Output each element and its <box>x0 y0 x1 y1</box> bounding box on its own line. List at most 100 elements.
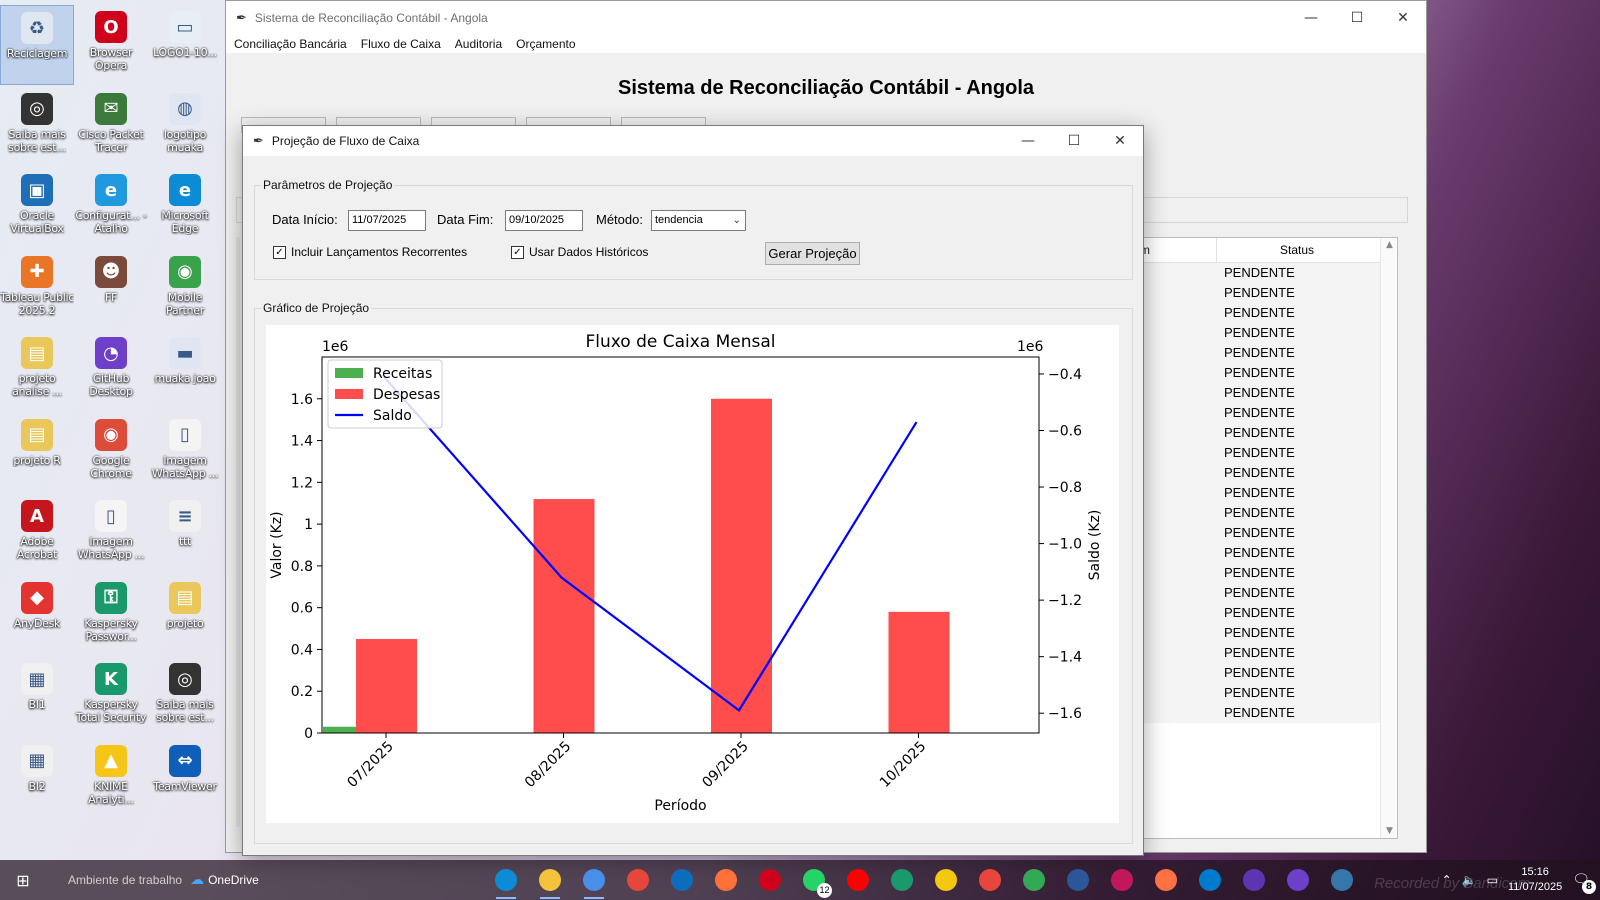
whatsapp-icon[interactable]: 12 <box>798 864 832 898</box>
desktop-icon[interactable]: ▲ KNIME Analyti... <box>74 739 148 819</box>
dialog-minimize-button[interactable]: — <box>1021 133 1035 149</box>
desktop-icon[interactable]: ▤ projeto <box>148 576 222 656</box>
youtube-icon[interactable] <box>842 864 874 896</box>
chrome-profile-icon[interactable] <box>1150 864 1182 896</box>
table-row[interactable]: PENDENTE <box>1117 483 1382 503</box>
scroll-up-icon[interactable]: ▲ <box>1386 240 1393 250</box>
table-row[interactable]: PENDENTE <box>1117 383 1382 403</box>
outlook-icon[interactable] <box>666 864 698 896</box>
opera-icon[interactable] <box>754 864 786 896</box>
menu-conciliacao[interactable]: Conciliação Bancária <box>234 37 347 51</box>
dialog-maximize-button[interactable]: ☐ <box>1067 133 1081 149</box>
desktop-icon[interactable]: ✉ Cisco Packet Tracer <box>74 87 148 167</box>
recurring-checkbox[interactable]: ✓ Incluir Lançamentos Recorrentes <box>273 245 467 259</box>
column-header-status[interactable]: Status <box>1279 243 1315 257</box>
chrome-profile-icon[interactable] <box>974 864 1006 896</box>
method-select[interactable]: tendencia ⌄ <box>651 210 746 231</box>
minimize-button[interactable]: — <box>1304 10 1318 26</box>
desktop-icon[interactable]: ◉ Google Chrome <box>74 413 148 493</box>
table-row[interactable]: PENDENTE <box>1117 423 1382 443</box>
desktop-icon[interactable]: ◎ Saiba mais sobre est... <box>0 87 74 167</box>
word-icon[interactable] <box>1062 864 1094 896</box>
historic-checkbox[interactable]: ✓ Usar Dados Históricos <box>511 245 648 259</box>
desktop-icon[interactable]: ▤ projeto analise ... <box>0 331 74 411</box>
desktop-icon[interactable]: ≡ ttt <box>148 494 222 574</box>
chrome-profile-icon[interactable] <box>1106 864 1138 896</box>
python-icon[interactable] <box>1326 864 1358 896</box>
checkbox-checked-icon[interactable]: ✓ <box>511 245 524 259</box>
firefox-icon[interactable] <box>710 864 742 896</box>
table-row[interactable]: PENDENTE <box>1117 603 1382 623</box>
desktop-icon[interactable]: ◉ Mobile Partner <box>148 250 222 330</box>
github-desktop-icon[interactable] <box>1282 864 1314 896</box>
desktop-icon[interactable]: ▯ Imagem WhatsApp ... <box>148 413 222 493</box>
table-scrollbar[interactable]: ▲ ▼ <box>1380 238 1397 838</box>
desktop-icon[interactable]: O Browser Opera <box>74 5 148 85</box>
table-row[interactable]: PENDENTE <box>1117 303 1382 323</box>
desktop-icon[interactable]: ⇔ TeamViewer <box>148 739 222 819</box>
chrome-profile-icon[interactable] <box>1238 864 1270 896</box>
notifications-icon[interactable]: 🗨 8 <box>1572 872 1596 894</box>
table-row[interactable]: PENDENTE <box>1117 663 1382 683</box>
desktop-icon[interactable]: ▤ projeto R <box>0 413 74 493</box>
table-row[interactable]: PENDENTE <box>1117 623 1382 643</box>
desktop-icon[interactable]: ▬ muaka joao <box>148 331 222 411</box>
desktop-icon[interactable]: ◎ Saiba mais sobre est... <box>148 657 222 737</box>
desktop-icon[interactable]: ⚿ Kaspersky Passwor... <box>74 576 148 656</box>
table-row[interactable]: PENDENTE <box>1117 703 1382 723</box>
desktop-icon[interactable]: ✚ Tableau Public 2025.2 <box>0 250 74 330</box>
table-row[interactable]: PENDENTE <box>1117 523 1382 543</box>
volume-icon[interactable]: 🔈 <box>1461 873 1477 887</box>
end-date-field[interactable]: 09/10/2025 <box>505 210 583 231</box>
desktop-icon[interactable]: ◆ AnyDesk <box>0 576 74 656</box>
generate-projection-button[interactable]: Gerar Projeção <box>765 242 860 265</box>
menu-fluxo-caixa[interactable]: Fluxo de Caixa <box>360 37 441 51</box>
table-row[interactable]: PENDENTE <box>1117 583 1382 603</box>
menu-auditoria[interactable]: Auditoria <box>454 37 503 51</box>
onedrive-toolbar[interactable]: ☁ OneDrive <box>190 872 259 888</box>
desktop-icon[interactable]: ♻ Reciclagem <box>0 5 74 85</box>
table-row[interactable]: PENDENTE <box>1117 563 1382 583</box>
dialog-titlebar[interactable]: ✒ Projeção de Fluxo de Caixa — ☐ ✕ <box>243 126 1143 156</box>
desktop-icon[interactable]: ▯ Imagem WhatsApp ... <box>74 494 148 574</box>
desktop-icon[interactable]: K Kaspersky Total Security <box>74 657 148 737</box>
desktop-icon[interactable]: ◍ logotipo muaka <box>148 87 222 167</box>
table-row[interactable]: PENDENTE <box>1117 643 1382 663</box>
chrome-profile-icon[interactable] <box>1018 864 1050 896</box>
vscode-icon[interactable] <box>1194 864 1226 896</box>
edge-icon[interactable] <box>490 864 522 899</box>
chevron-up-icon[interactable]: ⌃ <box>1441 873 1452 887</box>
desktop-icon[interactable]: e Microsoft Edge <box>148 168 222 248</box>
desktop-toolbar-label[interactable]: Ambiente de trabalho <box>68 873 183 887</box>
desktop-icon[interactable]: ☻ FF <box>74 250 148 330</box>
maximize-button[interactable]: ☐ <box>1350 10 1364 26</box>
file-explorer-icon[interactable] <box>534 864 566 899</box>
store-icon[interactable] <box>578 864 610 899</box>
desktop-icon[interactable]: A Adobe Acrobat <box>0 494 74 574</box>
table-row[interactable]: PENDENTE <box>1117 283 1382 303</box>
desktop-icon[interactable]: ▭ LOGO1-10... <box>148 5 222 85</box>
table-row[interactable]: PENDENTE <box>1117 503 1382 523</box>
table-row[interactable]: PENDENTE <box>1117 323 1382 343</box>
clock[interactable]: 15:16 11/07/2025 <box>1508 865 1562 895</box>
table-row[interactable]: PENDENTE <box>1117 463 1382 483</box>
table-row[interactable]: PENDENTE <box>1117 683 1382 703</box>
dialog-close-button[interactable]: ✕ <box>1114 133 1126 149</box>
menu-orcamento[interactable]: Orçamento <box>516 37 576 51</box>
table-row[interactable]: PENDENTE <box>1117 343 1382 363</box>
table-row[interactable]: PENDENTE <box>1117 543 1382 563</box>
chrome-icon[interactable] <box>622 864 654 896</box>
network-icon[interactable]: ▭ <box>1486 873 1498 887</box>
table-row[interactable]: PENDENTE <box>1117 403 1382 423</box>
table-row[interactable]: PENDENTE <box>1117 263 1382 283</box>
desktop-icon[interactable]: ◔ GitHub Desktop <box>74 331 148 411</box>
powerbi-icon[interactable] <box>930 864 962 896</box>
main-titlebar[interactable]: ✒ Sistema de Reconciliação Contábil - An… <box>226 1 1426 35</box>
close-button[interactable]: ✕ <box>1397 10 1409 26</box>
desktop-icon[interactable]: ▦ BI2 <box>0 739 74 819</box>
table-row[interactable]: PENDENTE <box>1117 363 1382 383</box>
checkbox-checked-icon[interactable]: ✓ <box>273 245 286 259</box>
kaspersky-icon[interactable] <box>886 864 918 896</box>
table-row[interactable]: PENDENTE <box>1117 443 1382 463</box>
desktop-icon[interactable]: e Configurat... - Atalho <box>74 168 148 248</box>
